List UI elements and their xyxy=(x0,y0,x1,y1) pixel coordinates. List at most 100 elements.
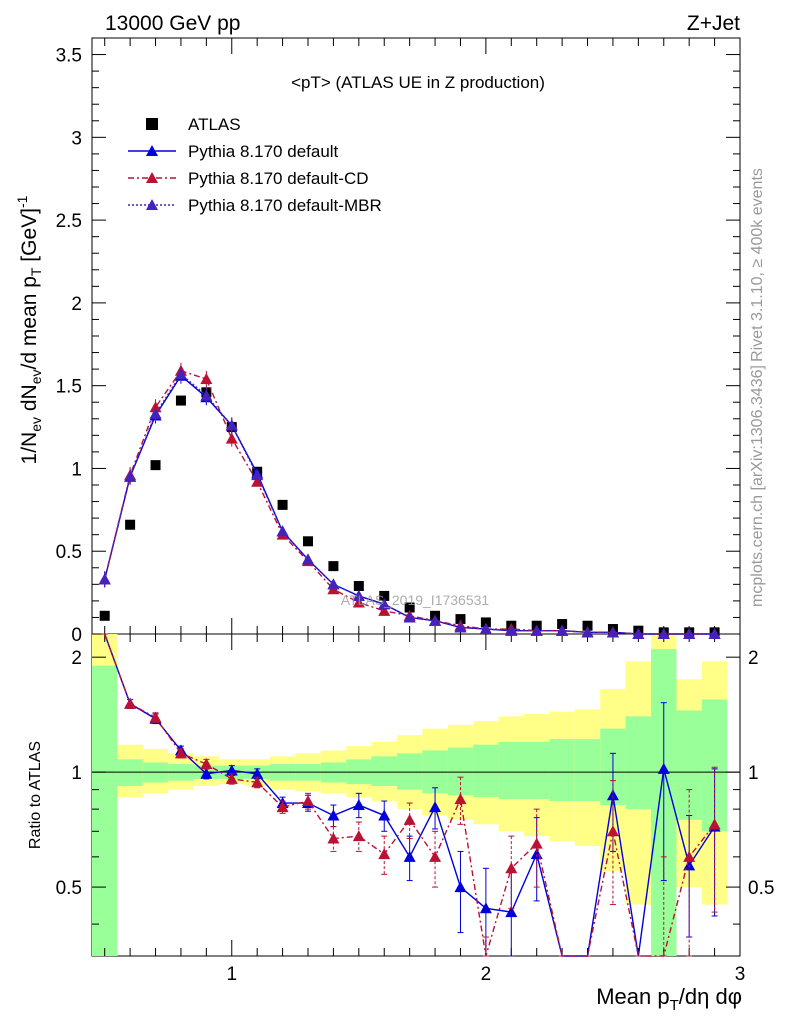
series-point-3 xyxy=(302,553,314,565)
ratio-y-tick-label: 0.5 xyxy=(56,878,82,899)
series-point-2 xyxy=(251,475,264,487)
series-point-3 xyxy=(632,628,645,639)
series-point-3 xyxy=(200,389,213,401)
band-inner xyxy=(524,741,550,800)
ratio-point-1 xyxy=(429,850,442,862)
ratio-y-tick-label-right: 0.5 xyxy=(748,878,774,899)
legend-marker-1 xyxy=(146,145,158,156)
series-point-3 xyxy=(606,626,619,638)
ratio-point-0 xyxy=(479,902,492,914)
series-point-3 xyxy=(683,628,696,639)
series-point-3 xyxy=(327,578,340,590)
x-tick-label: 2 xyxy=(481,964,492,985)
legend-marker-3 xyxy=(146,199,158,210)
ratio-point-0 xyxy=(429,801,442,813)
plot-title: <pT> (ATLAS UE in Z production) xyxy=(291,73,545,92)
ratio-point-1 xyxy=(708,818,721,830)
atlas-data-point xyxy=(353,580,364,591)
band-inner xyxy=(396,753,423,790)
ratio-point-1 xyxy=(403,813,416,825)
ratio-point-0 xyxy=(327,809,340,821)
series-point-3 xyxy=(479,623,492,635)
series-point-3 xyxy=(225,419,238,431)
y-tick-label: 3.5 xyxy=(56,46,82,67)
y-tick-label: 1.5 xyxy=(56,377,82,398)
series-point-3 xyxy=(403,611,416,623)
ratio-point-1 xyxy=(606,825,619,837)
band-inner xyxy=(498,741,524,800)
band-inner xyxy=(473,744,499,798)
atlas-data-point xyxy=(150,460,161,471)
main-plot-series xyxy=(98,362,721,639)
series-point-3 xyxy=(149,407,162,419)
band-inner xyxy=(117,759,143,786)
series-point-3 xyxy=(429,614,442,626)
atlas-data-point xyxy=(277,499,288,510)
band-inner xyxy=(676,710,702,820)
y-axis-label: 1/Nev dNev/d mean pT [GeV]-1 xyxy=(14,195,44,464)
atlas-data-point xyxy=(480,617,491,628)
y-tick-label: 2 xyxy=(71,294,82,315)
series-point-3 xyxy=(657,628,670,639)
series-point-2 xyxy=(225,432,238,444)
atlas-data-point xyxy=(455,614,466,625)
series-point-3 xyxy=(530,624,543,636)
ratio-point-1 xyxy=(378,848,391,860)
ratio-point-0 xyxy=(378,809,391,821)
ratio-plot-series xyxy=(101,633,721,957)
ratio-point-1 xyxy=(530,837,543,849)
ratio-point-0 xyxy=(505,906,518,918)
series-point-3 xyxy=(378,598,391,610)
atlas-data-point xyxy=(582,620,593,631)
series-point-3 xyxy=(581,626,594,638)
series-point-3 xyxy=(505,624,518,636)
x-tick-label: 1 xyxy=(226,964,237,985)
svg-text:1/Nev dNev/d mean pT [GeV]-1: 1/Nev dNev/d mean pT [GeV]-1 xyxy=(14,195,44,464)
legend-label-1: Pythia 8.170 default xyxy=(188,142,339,161)
ratio-point-1 xyxy=(200,758,213,770)
ratio-point-0 xyxy=(251,767,264,779)
ratio-point-0 xyxy=(352,799,365,811)
series-point-2 xyxy=(352,596,365,608)
series-point-3 xyxy=(708,628,721,639)
ratio-point-1 xyxy=(149,711,162,723)
series-point-3 xyxy=(174,368,187,380)
side-rivet-text: Rivet 3.1.10, ≥ 400k events xyxy=(749,168,766,362)
series-point-3 xyxy=(276,525,289,537)
ratio-y-tick-label-right: 2 xyxy=(748,648,759,669)
series-point-3 xyxy=(352,589,365,601)
atlas-data-point xyxy=(303,536,313,547)
x-axis-label: Mean pT/dη dφ xyxy=(596,984,742,1014)
atlas-data-point xyxy=(557,619,568,630)
ratio-point-0 xyxy=(606,789,619,801)
ratio-point-0 xyxy=(403,850,416,862)
atlas-data-point xyxy=(328,561,339,572)
series-point-3 xyxy=(124,470,137,482)
band-inner xyxy=(574,739,601,802)
ratio-point-1 xyxy=(683,850,696,862)
ratio-point-0 xyxy=(454,881,467,893)
series-point-3 xyxy=(454,621,467,633)
axis-tick-labels: 0 0.5 1 1.5 2 2.5 3 3.5 1 2 3 0.5 0.5 1 1 2 2 xyxy=(56,46,775,985)
atlas-data-point xyxy=(125,519,136,530)
legend-label-0: ATLAS xyxy=(188,115,241,134)
series-point-2 xyxy=(200,373,213,385)
y-tick-label: 1 xyxy=(71,459,82,480)
ratio-point-1 xyxy=(302,795,314,807)
y-tick-label: 0.5 xyxy=(56,542,82,563)
atlas-data-point xyxy=(404,602,415,613)
series-point-3 xyxy=(98,573,111,585)
ratio-point-1 xyxy=(505,862,518,874)
band-inner xyxy=(92,665,118,956)
ratio-y-tick-label: 1 xyxy=(71,763,82,784)
ratio-point-1 xyxy=(352,830,365,842)
legend: ATLAS Pythia 8.170 default Pythia 8.170 de… xyxy=(128,115,382,215)
ratio-point-1 xyxy=(124,697,137,709)
y-tick-label: 3 xyxy=(71,128,82,149)
y-tick-label: 0 xyxy=(71,625,82,646)
y-tick-label: 2.5 xyxy=(56,211,82,232)
side-mcplots-text: mcplots.cern.ch [arXiv:1306.3436] xyxy=(749,365,766,607)
series-point-3 xyxy=(251,469,264,481)
ratio-y-tick-label-right: 1 xyxy=(748,763,759,784)
